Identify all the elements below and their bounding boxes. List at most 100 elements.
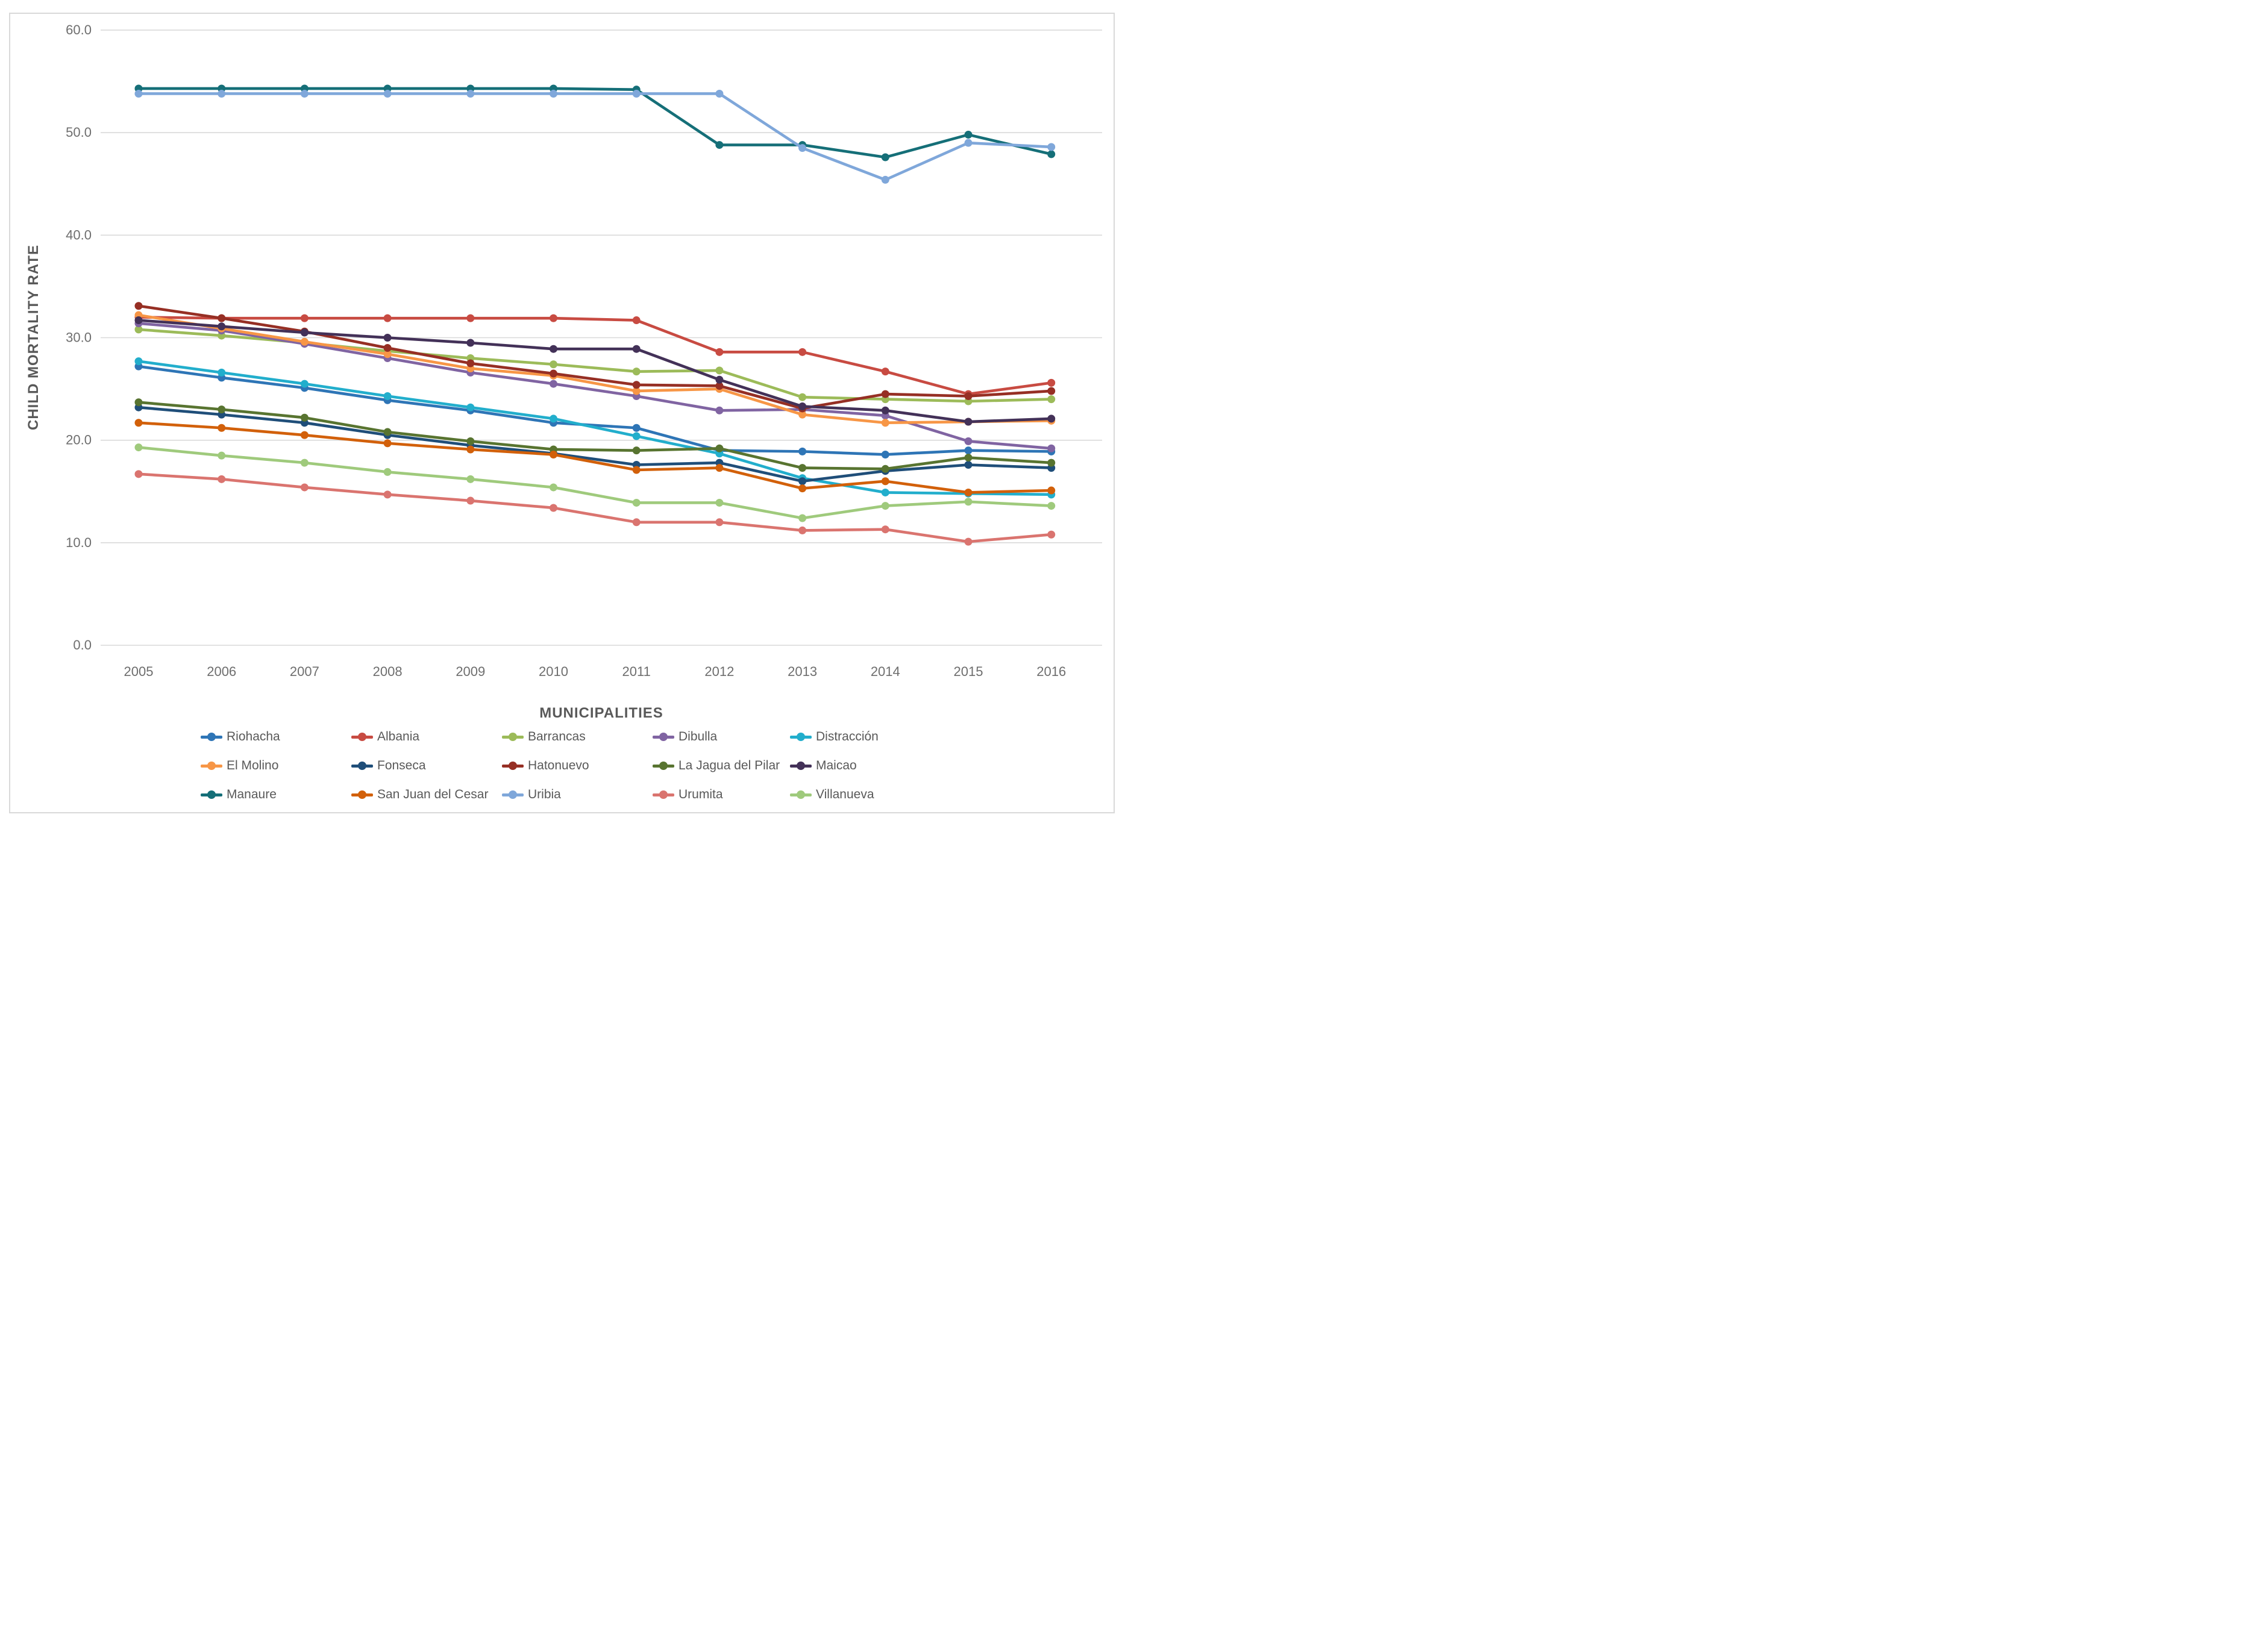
data-point [383,439,392,448]
data-point [1047,444,1056,452]
data-point [632,498,641,507]
data-point [383,333,392,342]
data-point [881,525,889,534]
data-point [218,451,226,460]
data-point [134,470,143,478]
data-point [466,359,475,368]
data-point [300,380,309,388]
chart-page: 60.0 50.0 40.0 30.0 20.0 10.0 0.0 2005 2006 2007 2… [0,0,1123,826]
x-axis-title: MUNICIPALITIES [539,705,663,721]
x-tick-label: 2011 [622,664,651,679]
series-line-manaure [137,87,1053,159]
data-point [632,424,641,432]
data-point [1047,502,1056,510]
data-point [550,360,557,369]
data-point [218,405,226,414]
data-point [715,375,724,384]
data-point [1047,530,1056,539]
data-point [632,368,641,376]
data-point [798,402,807,411]
data-point [383,468,392,476]
x-tick-label: 2006 [207,664,236,679]
data-point [715,518,724,527]
data-point [1047,415,1056,423]
data-point [798,526,807,534]
y-tick-label: 20.0 [66,433,92,448]
data-point [964,392,973,400]
data-point [632,518,641,527]
series-line-albania [137,316,1053,396]
line-chart-plot: 60.0 50.0 40.0 30.0 20.0 10.0 0.0 2005 2006 2007 2… [66,22,1102,679]
series-line-riohacha [137,365,1053,456]
series-line-san-juan-del-cesar [137,421,1053,494]
data-point [383,490,392,499]
data-point [300,483,309,492]
data-point [134,419,143,427]
data-point [798,464,807,472]
data-point [550,504,557,512]
data-point [550,314,557,322]
series-line-fonseca [137,405,1053,483]
data-point [383,392,392,400]
x-tick-label: 2016 [1036,664,1066,679]
data-point [964,437,973,445]
data-point [715,406,724,415]
data-point [466,437,475,445]
series-line-la-jagua-del-pilar [137,401,1053,471]
data-point [550,450,557,458]
data-point [134,325,143,334]
data-point [300,337,309,346]
data-point [964,461,973,469]
data-point [798,410,807,419]
series-line-villanueva [137,446,1053,520]
data-point [466,475,475,483]
data-point [134,316,143,325]
series-line-dibulla [137,322,1053,450]
data-point [881,368,889,376]
series-line-el-molino [137,313,1053,425]
data-point [134,89,143,98]
data-point [550,369,557,378]
data-point [550,89,557,98]
data-point [632,446,641,455]
data-point [550,380,557,388]
series-line-hatonuevo [137,304,1053,410]
data-point [550,345,557,353]
data-point [134,443,143,452]
data-point [632,316,641,325]
x-tick-label: 2009 [456,664,485,679]
data-point [632,89,641,98]
x-tick-label: 2010 [539,664,568,679]
data-point [798,477,807,486]
y-tick-label: 50.0 [66,125,92,140]
data-point [218,475,226,483]
y-tick-label: 60.0 [66,22,92,37]
data-point [632,432,641,440]
data-point [1047,395,1056,404]
data-point [300,314,309,322]
data-point [300,328,309,337]
series-line-maicao [137,319,1053,424]
data-point [881,406,889,415]
data-point [881,419,889,427]
data-point [964,488,973,496]
data-point [881,477,889,486]
data-point [383,350,392,358]
series-line-distracción [137,360,1053,496]
data-point [798,144,807,152]
data-point [964,498,973,506]
data-point [466,403,475,411]
x-tick-label: 2007 [290,664,319,679]
data-point [1047,150,1056,158]
data-point [715,348,724,356]
data-point [1047,378,1056,387]
data-point [550,483,557,492]
data-point [300,458,309,467]
data-point [798,393,807,401]
data-point [466,314,475,322]
series-line-urumita [137,472,1053,543]
data-point [466,496,475,505]
data-point [550,415,557,423]
data-point [632,345,641,353]
data-point [881,153,889,161]
